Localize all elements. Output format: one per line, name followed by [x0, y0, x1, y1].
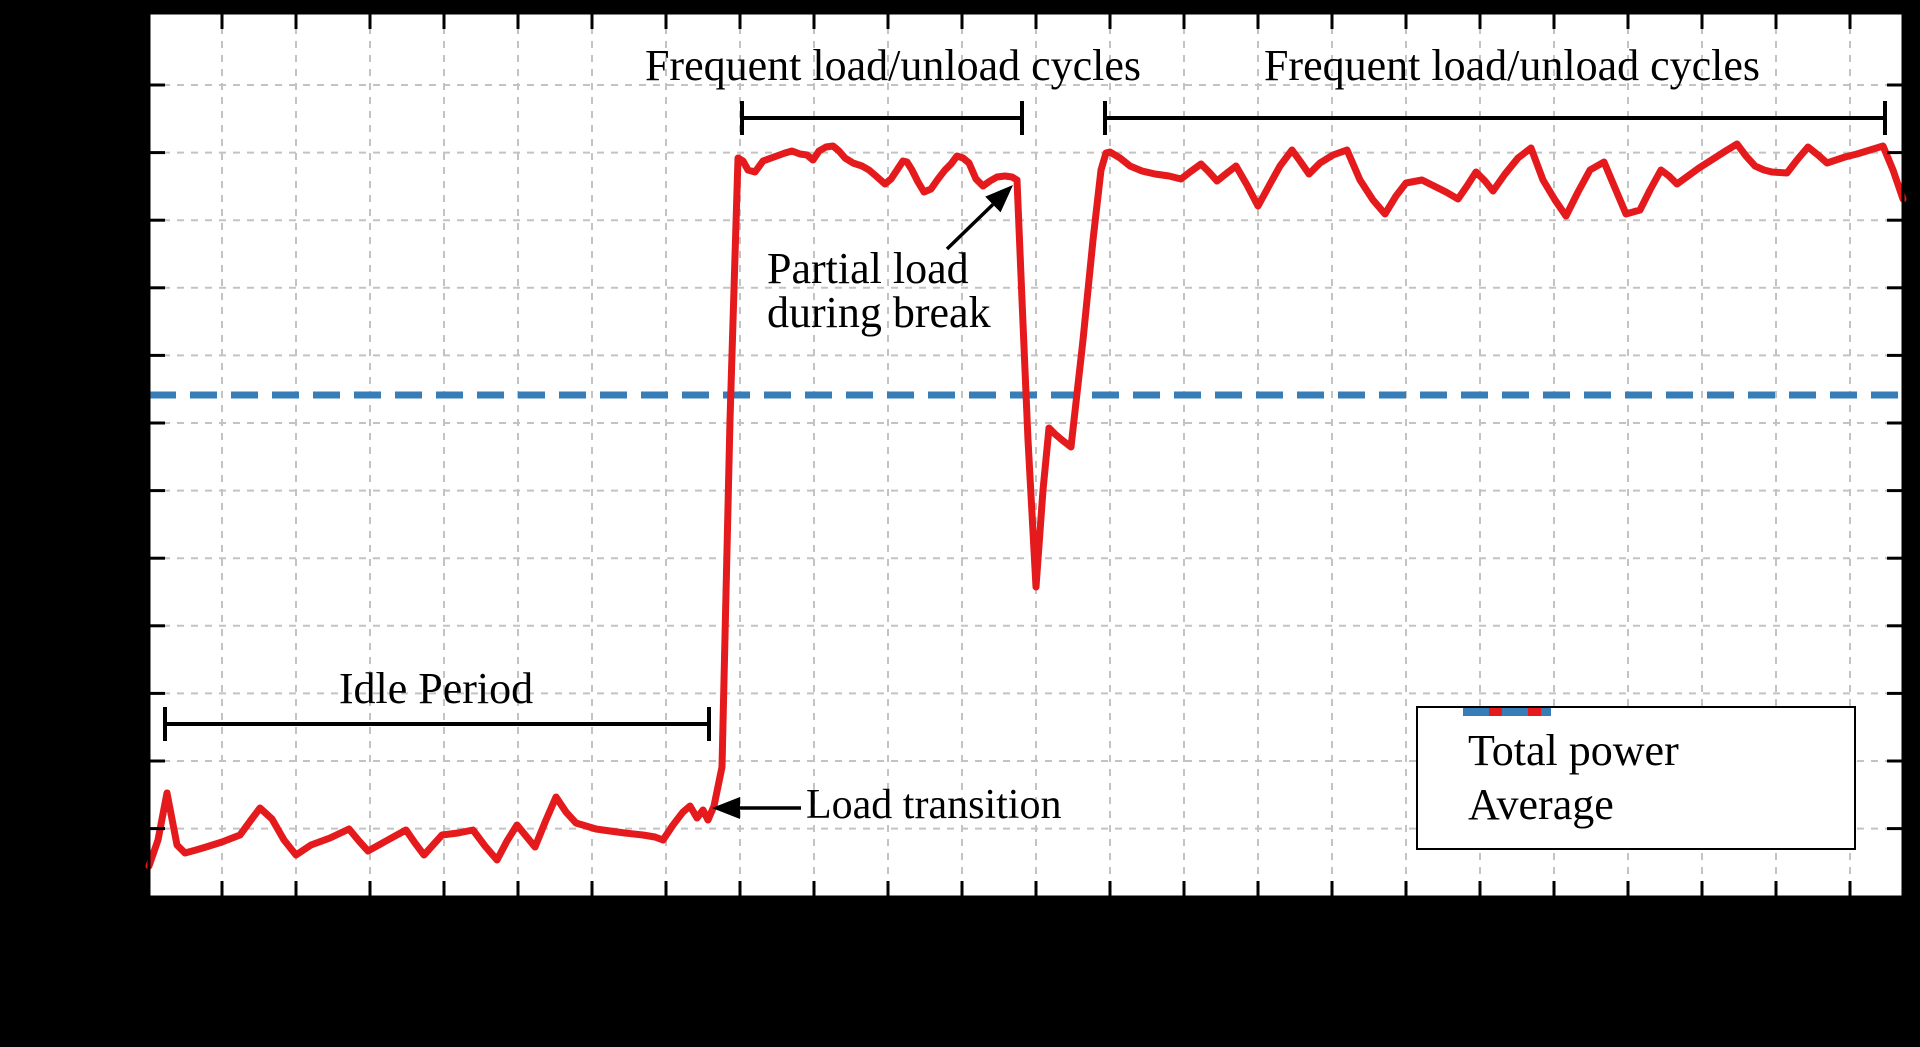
legend-row-average: Average — [1418, 708, 1854, 829]
legend-row-total-power: Total power — [1418, 708, 1854, 775]
annotation-frequent-cycles-1: Frequent load/unload cycles — [644, 41, 1142, 90]
total-power-line — [145, 140, 1907, 870]
range-brackets — [163, 101, 1887, 741]
annotation-load-transition: Load transition — [806, 782, 1062, 828]
annotation-idle-period: Idle Period — [338, 664, 534, 713]
legend-label-average: Average — [1468, 780, 1614, 829]
annotation-partial-load: Partial load during break — [767, 247, 991, 335]
annotation-partial-load-line2: during break — [767, 288, 991, 337]
legend-box: Total power Average — [1416, 706, 1856, 850]
legend-label-total-power: Total power — [1468, 726, 1679, 775]
axis-ticks — [149, 13, 1903, 897]
annotation-arrows — [712, 185, 1013, 819]
annotation-frequent-cycles-2: Frequent load/unload cycles — [1263, 41, 1761, 90]
axes-border — [147, 11, 1905, 899]
annotation-partial-load-line1: Partial load — [767, 244, 969, 293]
average-line-sample — [1463, 708, 1551, 716]
